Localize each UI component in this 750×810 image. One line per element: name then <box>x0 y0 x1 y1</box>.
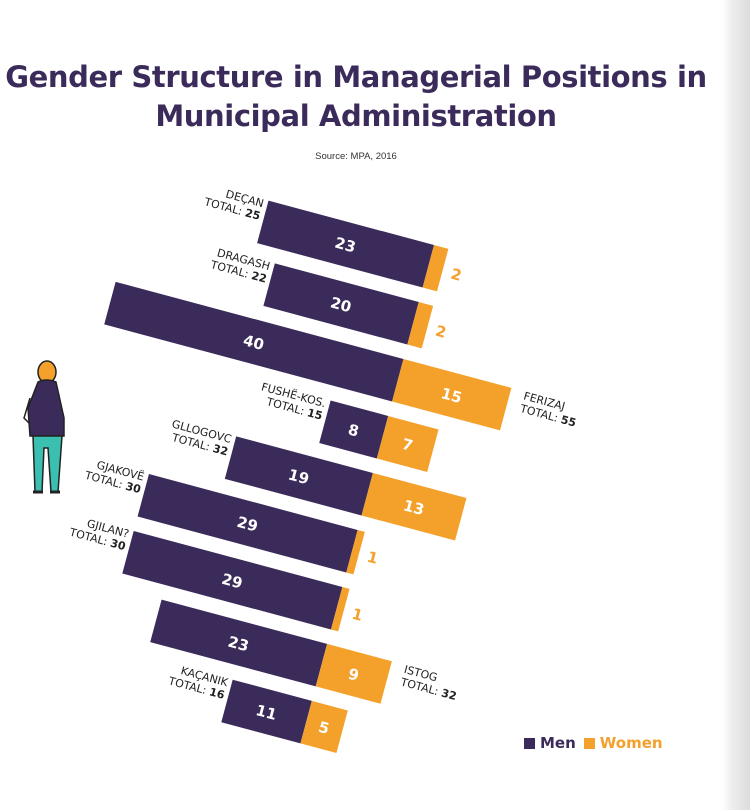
bar-women-0 <box>422 245 449 292</box>
label-men-8: 11 <box>254 701 279 724</box>
label-men-5: 29 <box>235 513 260 536</box>
legend-swatch-women <box>583 737 595 749</box>
page-edge-shadow <box>722 0 750 810</box>
bar-women-4 <box>361 472 467 541</box>
legend-swatch-men <box>524 737 535 749</box>
label-men-0: 23 <box>333 234 358 257</box>
label-men-4: 19 <box>286 465 311 488</box>
bar-men-6 <box>122 531 343 630</box>
bar-men-2 <box>104 281 404 402</box>
legend-item-women: Women <box>583 734 663 752</box>
person-illustration <box>23 360 65 494</box>
label-women-1: 2 <box>434 322 449 342</box>
bar-women-3 <box>376 415 439 472</box>
label-women-7: 9 <box>346 665 361 685</box>
bar-men-5 <box>137 474 358 573</box>
label-men-7: 23 <box>226 633 251 656</box>
bar-men-3 <box>319 400 389 459</box>
label-men-1: 20 <box>328 294 353 317</box>
label-women-0: 2 <box>449 265 464 285</box>
label-women-6: 1 <box>350 605 365 625</box>
chart-title: Gender Structure in Managerial Positions… <box>5 60 707 133</box>
label-women-3: 7 <box>400 435 415 455</box>
bar-men-7 <box>150 599 328 687</box>
label-men-3: 8 <box>346 420 361 440</box>
bar-men-4 <box>224 436 373 516</box>
chart-source: Source: MPA, 2016 <box>315 151 397 162</box>
bar-men-1 <box>263 263 419 345</box>
bar-women-2 <box>392 358 512 431</box>
bar-men-0 <box>257 200 434 288</box>
bar-women-7 <box>315 643 392 704</box>
legend: Men Women <box>524 734 663 752</box>
bar-women-1 <box>407 301 434 349</box>
legend-label-women: Women <box>599 734 663 752</box>
label-men-2: 40 <box>241 331 266 354</box>
bar-women-5 <box>346 529 365 575</box>
bar-women-6 <box>330 586 350 632</box>
bar-men-8 <box>221 679 312 744</box>
label-women-5: 1 <box>365 548 380 568</box>
legend-item-men: Men <box>524 734 576 752</box>
label-women-4: 13 <box>401 496 426 519</box>
bar-women-8 <box>300 700 348 754</box>
label-women-8: 5 <box>317 718 332 738</box>
label-men-6: 29 <box>220 570 245 593</box>
label-women-2: 15 <box>439 384 464 407</box>
legend-label-men: Men <box>540 734 576 752</box>
